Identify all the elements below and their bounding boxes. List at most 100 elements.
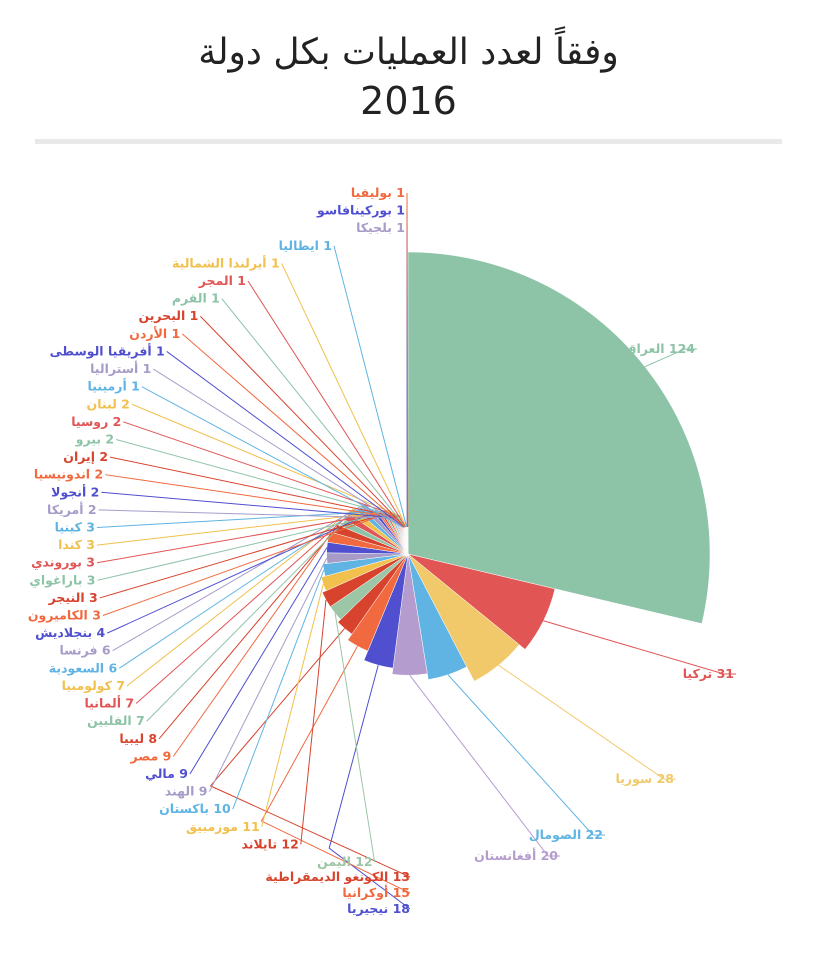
label-7: 13 الكونغو الديمقراطية [265, 869, 410, 884]
leader-19 [118, 508, 360, 669]
label-17: 7 ألمانيا [84, 695, 134, 711]
leader-26 [96, 511, 388, 546]
slice-4 [391, 553, 428, 676]
label-45: 1 بوركينافاسو [316, 203, 405, 218]
label-6: 15 أوكرانيا [342, 884, 410, 900]
label-21: 4 بنجلاديش [35, 625, 105, 640]
leader-35 [141, 386, 404, 528]
label-30: 2 اندونيسيا [34, 467, 103, 482]
label-37: 1 أفريقيا الوسطى [50, 342, 165, 358]
leader-29 [101, 491, 396, 519]
label-25: 3 بوروندي [31, 555, 95, 570]
label-42: 1 أيرلندا الشمالية [172, 254, 280, 270]
leader-2 [498, 664, 676, 780]
leader-10 [261, 584, 324, 827]
label-14: 9 مصر [129, 748, 171, 763]
leader-3 [447, 674, 605, 836]
leader-28 [98, 509, 395, 519]
slice-11 [322, 553, 409, 577]
title-divider [35, 139, 782, 144]
label-29: 2 أنجولا [51, 483, 99, 499]
leader-9 [300, 599, 327, 845]
label-12: 9 الهند [165, 784, 208, 799]
leader-25 [96, 511, 387, 564]
leader-16 [146, 522, 344, 722]
label-8: 12 اليمن [317, 854, 372, 869]
label-27: 3 كينيا [55, 520, 95, 535]
label-40: 1 القرم [172, 291, 220, 307]
leader-lines [96, 192, 736, 910]
leader-43 [333, 245, 408, 528]
leader-37 [166, 351, 405, 528]
label-34: 2 لبنان [87, 396, 130, 411]
label-24: 3 باراغواي [29, 572, 95, 587]
label-31: 2 إيران [63, 449, 108, 464]
leader-40 [221, 298, 406, 528]
chart-title: وفقاً لعدد العمليات بكل دولة [198, 32, 619, 73]
label-20: 6 فرنسا [59, 643, 110, 658]
leader-1 [543, 620, 736, 675]
pie-slices [320, 251, 711, 682]
chart-subtitle: 2016 [360, 79, 457, 123]
leader-12 [208, 557, 328, 792]
leader-13 [189, 547, 328, 775]
label-3: 22 الصومال [529, 827, 603, 842]
slice-9 [321, 553, 409, 608]
leader-14 [172, 536, 329, 757]
leader-24 [97, 513, 385, 581]
label-44: 1 بلجيكا [356, 220, 405, 235]
label-23: 3 النيجر [48, 590, 98, 605]
label-43: 1 ايطاليا [279, 238, 332, 253]
label-38: 1 الأردن [129, 326, 180, 341]
label-46: 1 بوليفيا [351, 185, 405, 200]
label-1: 31 تركيا [683, 666, 734, 681]
leader-46 [406, 192, 409, 527]
label-28: 2 أمريكا [47, 501, 97, 517]
slice-1 [407, 553, 556, 650]
leader-42 [281, 263, 407, 528]
label-4: 20 أفغانستان [474, 847, 558, 863]
leader-11 [232, 569, 325, 810]
slice-labels: 124 العراق 31 تركيا 28 سوريا 22 الصومال 20 أ… [28, 185, 734, 916]
leader-17 [135, 516, 347, 704]
leader-41 [247, 280, 407, 528]
label-10: 11 موزمبيق [186, 819, 260, 834]
label-15: 8 ليبيا [119, 731, 157, 746]
label-11: 10 باكستان [159, 801, 231, 816]
label-41: 1 المجر [198, 273, 246, 288]
leader-34 [131, 403, 401, 517]
leader-33 [123, 421, 400, 518]
leader-7 [209, 628, 411, 878]
label-2: 28 سوريا [616, 771, 674, 786]
label-26: 3 كندا [58, 537, 95, 552]
leader-0 [644, 348, 697, 368]
leader-31 [109, 456, 398, 518]
leader-8 [334, 613, 376, 863]
slice-2 [407, 553, 520, 682]
label-32: 2 بيرو [75, 431, 114, 446]
label-13: 9 مالي [145, 766, 188, 781]
leader-36 [153, 368, 405, 528]
leader-30 [105, 474, 397, 518]
label-39: 1 البحرين [138, 308, 198, 323]
leader-22 [102, 515, 381, 616]
leader-6 [260, 645, 411, 894]
label-35: 1 أرمينيا [88, 378, 140, 394]
label-19: 6 السعودية [49, 660, 118, 675]
leader-38 [181, 333, 405, 528]
chart-title-block: وفقاً لعدد العمليات بكل دولة 2016 [0, 30, 817, 126]
label-33: 2 روسيا [71, 414, 121, 429]
label-16: 7 الفلبين [87, 713, 145, 728]
label-22: 3 الكاميرون [28, 608, 101, 623]
label-18: 7 كولومبيا [62, 678, 125, 693]
leader-39 [199, 315, 406, 528]
leader-21 [106, 510, 375, 634]
leader-23 [99, 514, 383, 599]
slice-6 [347, 553, 409, 652]
leader-32 [115, 438, 399, 518]
leader-5 [328, 665, 411, 910]
leader-20 [112, 504, 364, 652]
label-0: 124 العراق [625, 341, 695, 356]
slice-3 [407, 553, 468, 680]
